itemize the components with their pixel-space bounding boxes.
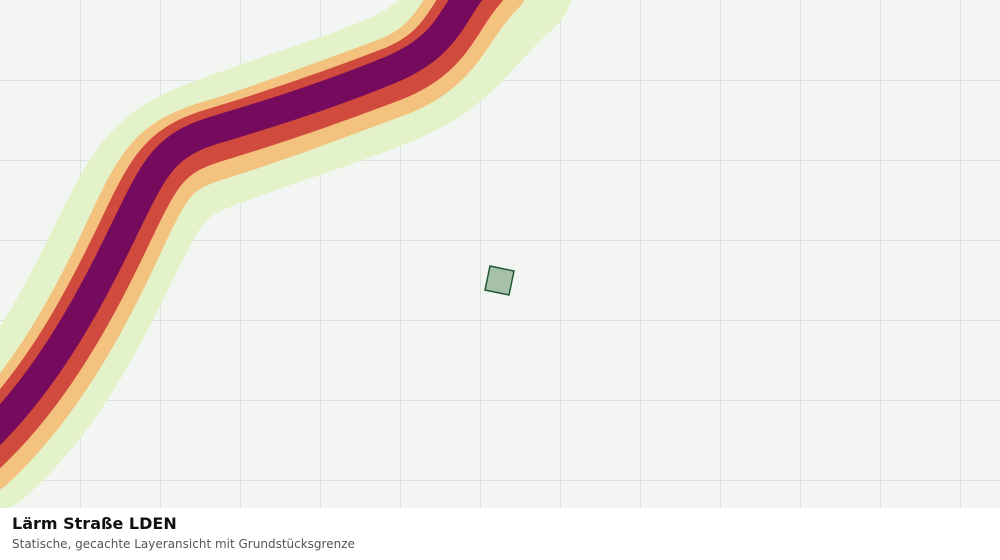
noise-bands xyxy=(0,0,572,508)
map-subtitle: Statische, gecachte Layeransicht mit Gru… xyxy=(12,537,355,551)
map-view xyxy=(0,0,1000,508)
noise-band-very-high xyxy=(0,0,483,446)
map-title: Lärm Straße LDEN xyxy=(12,514,177,533)
parcel-boundary xyxy=(484,265,515,296)
caption: Lärm Straße LDEN Statische, gecachte Lay… xyxy=(0,508,1000,560)
